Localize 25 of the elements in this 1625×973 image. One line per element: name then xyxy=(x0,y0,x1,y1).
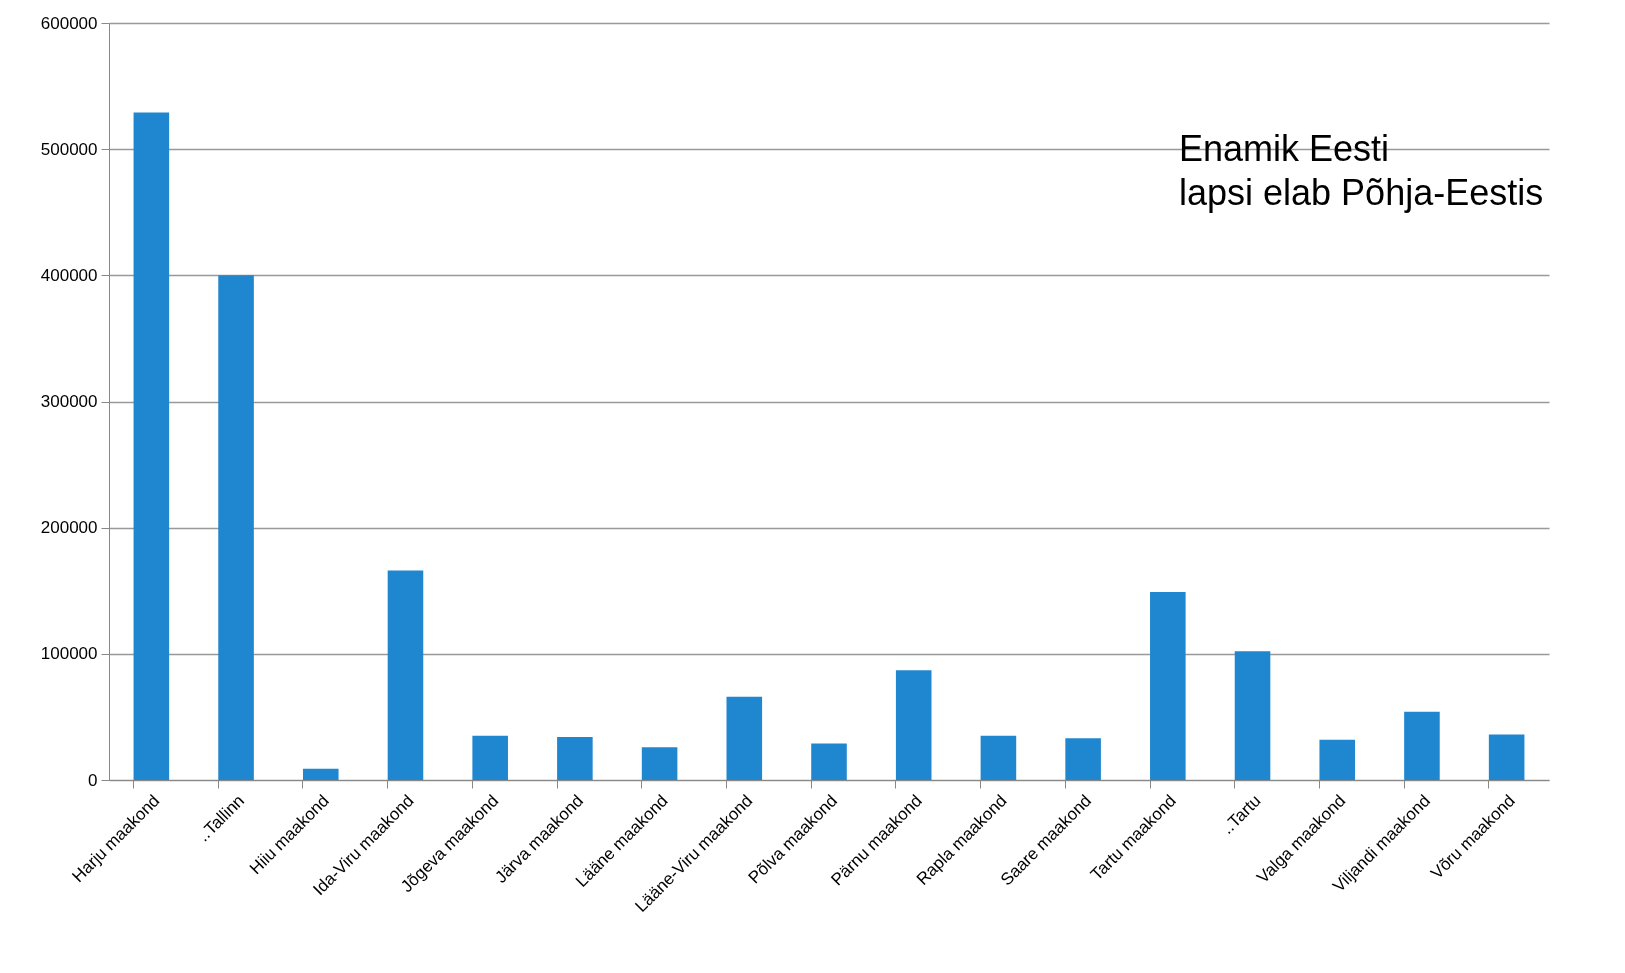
y-tick-label: 600000 xyxy=(40,13,98,33)
y-tick-label: 100000 xyxy=(40,644,98,664)
bar xyxy=(1065,738,1101,780)
bar xyxy=(472,735,508,780)
y-tick-label: 400000 xyxy=(40,265,98,285)
y-tick-label: 0 xyxy=(88,770,98,790)
bar xyxy=(1234,651,1271,780)
bar xyxy=(895,670,932,780)
bar xyxy=(302,768,339,780)
y-tick-label: 500000 xyxy=(40,139,98,159)
y-tick-label: 300000 xyxy=(40,392,98,411)
bar xyxy=(1404,711,1440,780)
bar xyxy=(1150,592,1186,780)
y-tick-label: 200000 xyxy=(40,518,98,538)
bar xyxy=(980,735,1017,780)
bar xyxy=(218,275,254,780)
annotation: Enamik Eesti lapsi elab Põhja-Eestis xyxy=(1179,128,1544,213)
bar xyxy=(557,737,593,780)
bar xyxy=(1488,734,1525,780)
bar xyxy=(726,696,763,780)
bar xyxy=(133,112,170,780)
bar xyxy=(387,570,424,780)
bar xyxy=(1319,739,1356,780)
bar xyxy=(641,747,678,780)
bar xyxy=(811,743,847,780)
